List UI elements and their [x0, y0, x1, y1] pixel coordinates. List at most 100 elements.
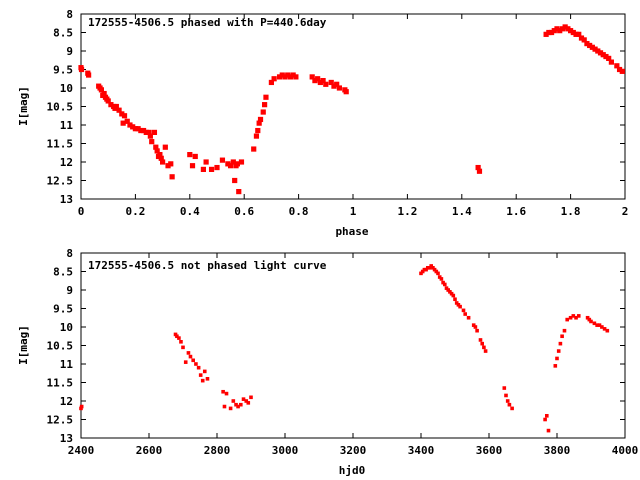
phased-data-point: [554, 26, 560, 32]
phased-data-point: [143, 129, 149, 135]
phased-y-tick-label: 11.5: [47, 138, 74, 151]
phased-data-point: [228, 163, 234, 169]
phased-data-point: [135, 126, 141, 132]
unphased-data-point: [437, 275, 442, 279]
phased-data-point: [162, 144, 168, 150]
unphased-y-tick-label: 11.5: [47, 377, 74, 390]
phased-data-point: [334, 81, 340, 87]
phased-y-tick-label: 8: [66, 8, 73, 21]
unphased-data-point: [461, 308, 466, 313]
unphased-data-point: [194, 362, 198, 366]
phased-data-point: [323, 81, 329, 87]
unphased-data-point: [434, 269, 439, 274]
unphased-data-point: [246, 401, 251, 405]
phased-x-tick-label: 1.4: [452, 205, 472, 218]
unphased-x-tick-label: 4000: [612, 444, 639, 457]
unphased-data-point: [448, 290, 452, 294]
phased-data-point: [290, 72, 296, 78]
unphased-data-point: [188, 354, 193, 359]
phased-data-point: [557, 28, 563, 34]
phased-data-point: [573, 31, 579, 37]
phased-data-point: [208, 166, 215, 172]
phased-x-tick-label: 1.2: [397, 205, 417, 218]
unphased-data-point: [79, 406, 83, 411]
phased-data-point: [587, 42, 593, 49]
phased-y-tick-label: 11: [60, 119, 74, 132]
phased-data-point: [86, 72, 92, 78]
unphased-y-tick-label: 10.5: [47, 340, 74, 353]
phased-y-tick-label: 12.5: [47, 175, 74, 188]
unphased-data-point: [478, 338, 483, 342]
unphased-data-point: [200, 378, 205, 383]
phased-data-point: [101, 90, 107, 97]
unphased-data-point: [453, 297, 457, 302]
phased-data-point: [589, 44, 595, 50]
phased-data-point: [287, 74, 294, 80]
unphased-data-point: [510, 406, 514, 411]
unphased-data-point: [179, 340, 183, 344]
phased-y-tick-label: 12: [60, 156, 73, 169]
unphased-y-tick-label: 9.5: [53, 303, 73, 316]
unphased-data-point: [79, 404, 84, 409]
phased-data-point: [606, 55, 612, 61]
phased-data-point: [546, 29, 552, 36]
phased-y-tick-label: 9: [66, 45, 73, 58]
unphased-data-point: [605, 328, 610, 333]
unphased-data-point: [587, 317, 592, 322]
unphased-data-point: [234, 402, 238, 407]
unphased-data-point: [545, 414, 549, 418]
phased-data-point: [160, 159, 166, 165]
unphased-data-point: [181, 345, 185, 350]
phased-data-point: [343, 89, 349, 95]
unphased-data-point: [480, 341, 484, 346]
phased-data-point: [320, 78, 326, 84]
phased-data-point: [256, 120, 262, 126]
unphased-data-point: [446, 288, 450, 292]
unphased-data-point: [441, 280, 445, 285]
unphased-x-tick-label: 3400: [408, 444, 435, 457]
unphased-data-point: [507, 402, 512, 407]
phased-x-tick-label: 0.2: [125, 205, 145, 218]
phased-data-point: [119, 111, 125, 117]
unphased-plot-frame: [80, 252, 626, 439]
unphased-data-point: [560, 334, 564, 339]
phased-data-point: [151, 129, 158, 135]
phased-data-point: [312, 78, 318, 84]
phased-data-point: [121, 113, 128, 119]
unphased-data-point: [186, 351, 191, 355]
unphased-data-point: [221, 389, 225, 394]
phased-data-point: [262, 102, 268, 108]
unphased-data-point: [585, 315, 590, 320]
unphased-x-tick-label: 2800: [204, 444, 231, 457]
phased-data-point: [600, 52, 606, 58]
unphased-data-point: [553, 364, 558, 368]
phased-data-point: [559, 26, 566, 32]
unphased-data-point: [456, 303, 461, 307]
unphased-x-tick-label: 2400: [68, 444, 95, 457]
unphased-data-point: [439, 277, 444, 281]
phased-x-tick-label: 0.4: [180, 205, 200, 218]
unphased-data-point: [454, 301, 459, 305]
phased-y-axis-title: I[mag]: [17, 86, 30, 126]
phased-data-point: [578, 35, 585, 41]
phased-data-point: [138, 127, 144, 134]
unphased-data-point: [589, 319, 593, 324]
phased-data-point: [614, 63, 620, 69]
unphased-data-point: [602, 327, 607, 331]
unphased-data-point: [451, 293, 456, 298]
phased-data-point: [551, 28, 557, 34]
phased-x-tick-label: 0.8: [289, 205, 309, 218]
phased-data-point: [595, 48, 601, 54]
unphased-y-tick-label: 9: [66, 284, 73, 297]
phased-data-point: [146, 129, 152, 135]
unphased-data-point: [196, 365, 201, 370]
unphased-data-point: [597, 323, 602, 327]
unphased-data-point: [224, 391, 229, 396]
unphased-data-point: [595, 323, 599, 327]
unphased-data-point: [239, 402, 243, 407]
phased-plot-frame: [80, 13, 626, 200]
phased-data-point: [279, 72, 285, 78]
unphased-y-tick-label: 8.5: [53, 266, 73, 279]
phased-data-point: [315, 76, 321, 82]
unphased-data-point: [431, 266, 435, 270]
